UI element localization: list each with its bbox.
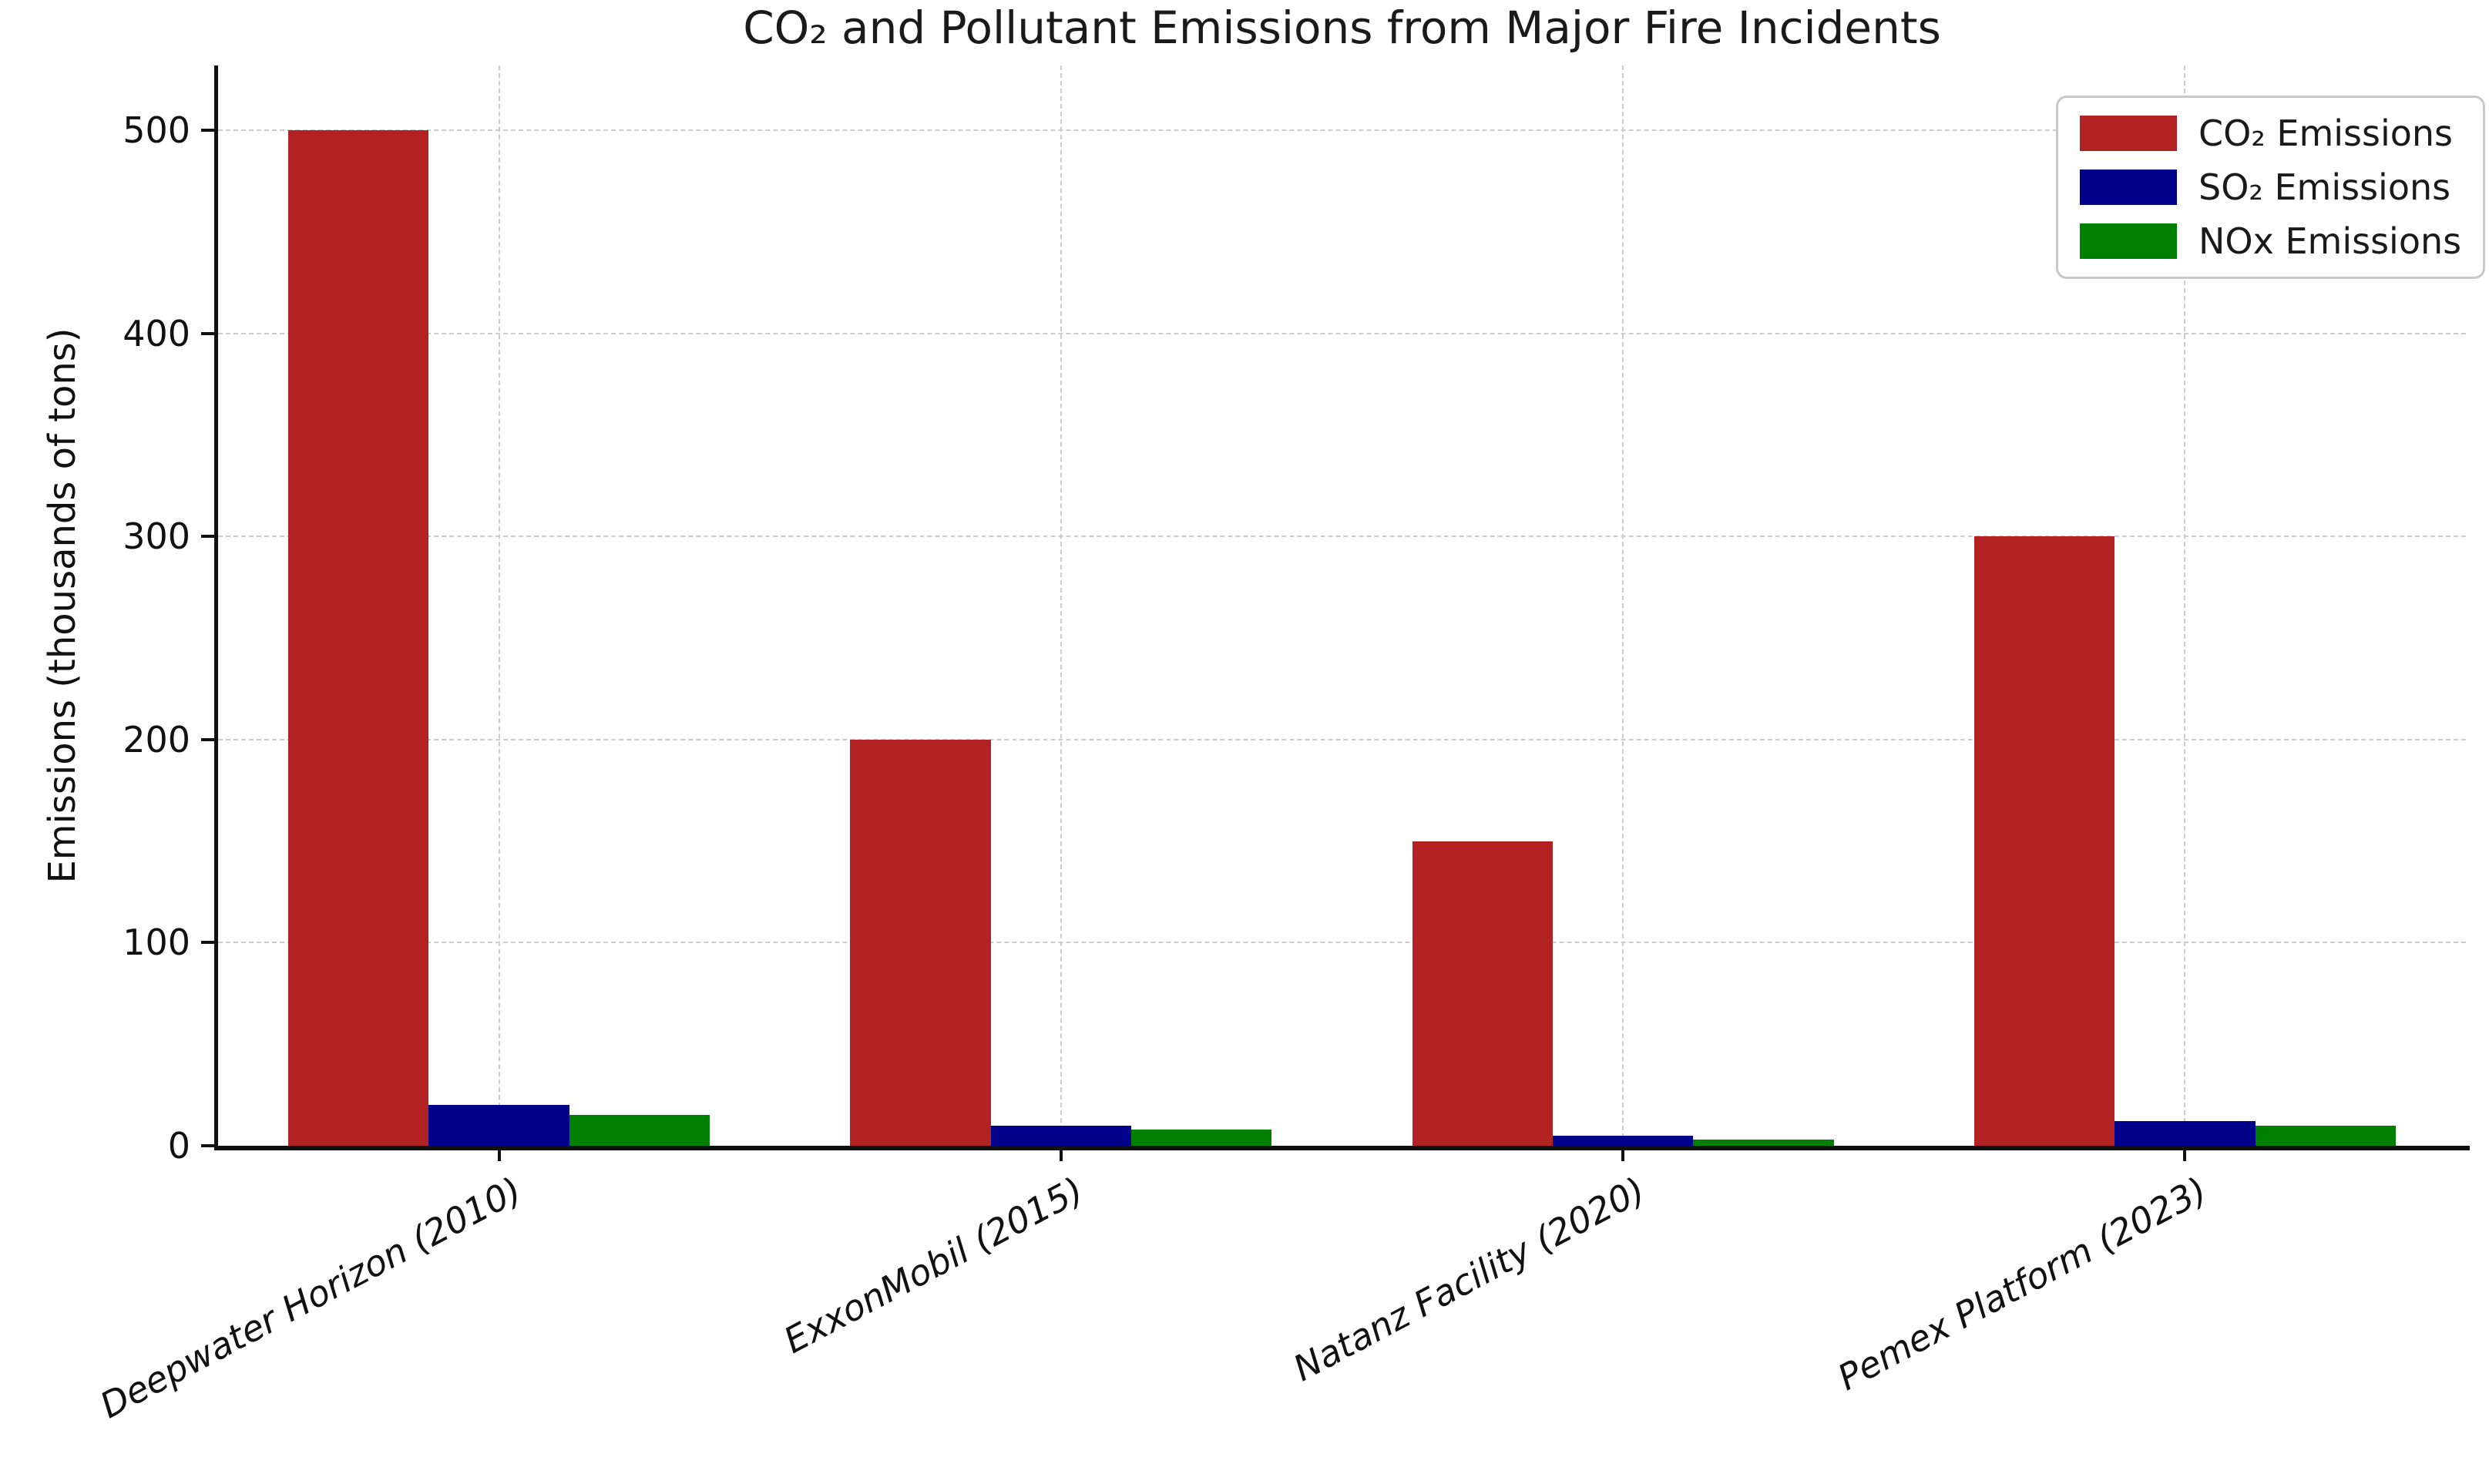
y-axis-tick: [201, 535, 218, 539]
legend-label: CO₂ Emissions: [2198, 112, 2454, 154]
bar-co2: [288, 130, 429, 1146]
bar-nox: [2255, 1125, 2396, 1146]
bar-nox: [1131, 1129, 1272, 1146]
x-axis-tick: [497, 1146, 501, 1161]
y-gridline: [218, 332, 2466, 334]
y-tick-label: 200: [123, 718, 190, 760]
legend: CO₂ Emissions SO₂ Emissions NOx Emissions: [2056, 96, 2486, 279]
bar-nox: [569, 1115, 710, 1146]
x-axis-tick: [2183, 1146, 2187, 1161]
x-axis-tick: [1621, 1146, 1625, 1161]
x-gridline: [1622, 65, 1624, 1146]
legend-row: CO₂ Emissions: [2080, 112, 2461, 155]
y-gridline: [218, 738, 2466, 740]
x-tick-label: Natanz Facility (2020): [1286, 1169, 1652, 1390]
legend-swatch: [2080, 116, 2177, 151]
bar-so2: [1552, 1135, 1694, 1146]
y-gridline: [218, 536, 2466, 538]
legend-label: NOx Emissions: [2198, 220, 2462, 262]
legend-row: NOx Emissions: [2080, 220, 2461, 263]
x-axis-spine: [214, 1146, 2470, 1150]
bar-co2: [850, 739, 991, 1146]
x-axis-tick: [1059, 1146, 1063, 1161]
y-tick-label: 100: [123, 922, 190, 964]
legend-swatch: [2080, 170, 2177, 205]
bar-nox: [1693, 1140, 1834, 1146]
y-axis-spine: [214, 65, 218, 1150]
y-gridline: [218, 129, 2466, 132]
y-axis-tick: [201, 941, 218, 945]
y-tick-label: 300: [123, 515, 190, 558]
x-tick-label: Deepwater Horizon (2010): [92, 1169, 528, 1427]
legend-row: SO₂ Emissions: [2080, 166, 2461, 209]
bar-so2: [2114, 1121, 2256, 1146]
bar-co2: [1973, 536, 2115, 1146]
x-tick-label: Pemex Platform (2023): [1831, 1169, 2214, 1399]
bar-co2: [1412, 841, 1553, 1146]
y-axis-tick: [201, 129, 218, 133]
x-gridline: [1060, 65, 1062, 1146]
chart-title: CO₂ and Pollutant Emissions from Major F…: [743, 2, 1941, 54]
y-axis-tick: [201, 737, 218, 741]
y-tick-label: 400: [123, 312, 190, 354]
y-axis-label: Emissions (thousands of tons): [41, 327, 84, 884]
y-gridline: [218, 942, 2466, 944]
y-axis-tick: [201, 1144, 218, 1147]
y-tick-label: 0: [167, 1125, 190, 1167]
x-tick-label: ExxonMobil (2015): [777, 1169, 1090, 1362]
bar-so2: [990, 1125, 1132, 1146]
x-gridline: [498, 65, 500, 1146]
legend-label: SO₂ Emissions: [2198, 166, 2451, 208]
y-axis-tick: [201, 331, 218, 335]
legend-swatch: [2080, 223, 2177, 259]
x-gridline: [2184, 65, 2186, 1146]
y-tick-label: 500: [123, 109, 190, 152]
bar-so2: [428, 1105, 569, 1146]
